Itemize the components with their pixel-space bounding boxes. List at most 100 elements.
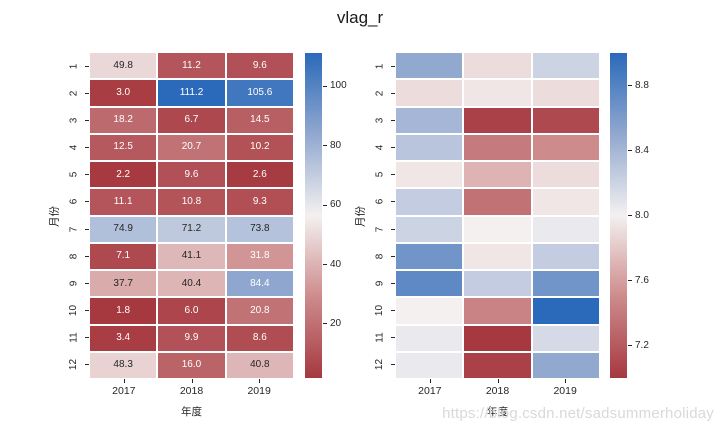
colorbar-tick-mark: [323, 204, 327, 206]
heatmap-cell: [396, 162, 463, 188]
cell-value-annotation: 105.6: [247, 86, 273, 98]
y-tick-mark: [85, 201, 89, 203]
left-heatmap-grid: 49.8 11.2 9.6 3.0 111.2 105.6 18.2 6.7 14.5 12.5 2…: [90, 53, 293, 378]
heatmap-cell: [464, 53, 531, 79]
colorbar-tick-label: 8.0: [635, 209, 649, 221]
cell-value-annotation: 16.0: [181, 359, 202, 371]
y-tick-label: 9: [68, 280, 80, 286]
cell-value-annotation: 18.2: [113, 114, 133, 126]
colorbar-tick-mark: [323, 323, 327, 325]
y-tick-label: 7: [374, 226, 386, 232]
heatmap-cell: [396, 352, 463, 378]
x-tick-mark: [565, 379, 567, 383]
y-tick-label: 11: [68, 332, 80, 343]
heatmap-cell: [396, 243, 463, 269]
cell-value-annotation: 41.1: [181, 250, 202, 262]
y-tick-label: 8: [68, 253, 80, 259]
heatmap-cell: [464, 352, 531, 378]
cell-value-annotation: 71.2: [181, 223, 202, 235]
heatmap-cell: 11.2: [158, 53, 225, 79]
colorbar-tick-label: 40: [330, 258, 342, 270]
heatmap-cell: 73.8: [226, 216, 293, 242]
y-tick-mark: [85, 309, 89, 311]
heatmap-cell: [464, 243, 531, 269]
figure-title: vlag_r: [336, 8, 384, 27]
y-tick-mark: [391, 255, 395, 257]
y-tick-label: 9: [374, 280, 386, 286]
x-tick-label: 2018: [485, 385, 510, 397]
colorbar-tick-label: 80: [330, 139, 342, 151]
heatmap-cell: 7.1: [90, 243, 157, 269]
y-tick-label: 3: [68, 117, 80, 124]
cell-value-annotation: 6.0: [184, 304, 199, 316]
cell-value-annotation: 49.8: [113, 59, 133, 71]
cell-value-annotation: 1.8: [116, 304, 131, 316]
y-tick-mark: [85, 174, 89, 176]
heatmap-cell: 10.8: [158, 189, 225, 215]
y-tick-mark: [391, 174, 395, 176]
heatmap-cell: 84.4: [226, 271, 293, 297]
colorbar-tick-mark: [628, 215, 632, 216]
cell-value-annotation: 8.6: [252, 332, 267, 344]
x-tick-label: 2018: [179, 385, 204, 397]
heatmap-cell: 1.8: [90, 298, 157, 324]
heatmap-cell: 6.0: [158, 298, 225, 324]
heatmap-cell: [464, 80, 531, 106]
colorbar-tick-label: 100: [330, 80, 347, 92]
y-tick-mark: [391, 363, 395, 365]
heatmap-cell: [464, 107, 531, 133]
cell-value-annotation: 11.1: [113, 195, 133, 207]
x-tick-mark: [191, 379, 193, 383]
y-tick-mark: [391, 282, 395, 284]
heatmap-cell: 41.1: [158, 243, 225, 269]
cell-value-annotation: 20.7: [181, 141, 202, 153]
colorbar-tick-mark: [628, 345, 632, 346]
y-tick-label: 5: [374, 172, 386, 178]
cell-value-annotation: 2.6: [252, 168, 267, 180]
cell-value-annotation: 37.7: [113, 277, 133, 289]
colorbar-tick-label: 8.4: [635, 144, 649, 156]
cell-value-annotation: 74.9: [113, 223, 133, 235]
y-tick-label: 6: [374, 199, 386, 205]
colorbar-tick-mark: [628, 85, 632, 86]
cell-value-annotation: 14.5: [250, 114, 270, 126]
y-tick-label: 12: [68, 358, 80, 370]
heatmap-cell: 20.7: [158, 134, 225, 160]
colorbar-tick-mark: [323, 85, 327, 87]
heatmap-cell: [532, 107, 599, 133]
heatmap-cell: [396, 189, 463, 215]
heatmap-cell: 18.2: [90, 107, 157, 133]
y-tick-label: 10: [68, 304, 80, 316]
x-tick-mark: [123, 379, 125, 383]
watermark: https://blog.csdn.net/sadsummerholiday: [442, 405, 714, 422]
y-tick-mark: [85, 336, 89, 338]
y-tick-label: 5: [68, 172, 80, 178]
cell-value-annotation: 9.9: [184, 332, 199, 344]
heatmap-cell: 2.2: [90, 162, 157, 188]
heatmap-cell: [396, 325, 463, 351]
heatmap-cell: 71.2: [158, 216, 225, 242]
heatmap-cell: [464, 134, 531, 160]
heatmap-cell: [464, 162, 531, 188]
cell-value-annotation: 40.8: [250, 359, 270, 371]
heatmap-cell: [532, 80, 599, 106]
heatmap-cell: [396, 271, 463, 297]
y-tick-mark: [85, 147, 89, 149]
x-tick-mark: [497, 379, 499, 383]
y-tick-mark: [391, 201, 395, 203]
colorbar-tick-mark: [323, 264, 327, 266]
heatmap-cell: [532, 189, 599, 215]
heatmap-cell: 14.5: [226, 107, 293, 133]
left-y-axis-label: 月份: [48, 205, 61, 227]
colorbar-tick-label: 7.2: [635, 339, 649, 351]
cell-value-annotation: 3.4: [116, 332, 131, 344]
heatmap-cell: 6.7: [158, 107, 225, 133]
heatmap-cell: [532, 53, 599, 79]
y-tick-mark: [85, 363, 89, 365]
y-tick-label: 6: [68, 199, 80, 205]
cell-value-annotation: 2.2: [116, 168, 131, 180]
heatmap-cell: 10.2: [226, 134, 293, 160]
heatmap-cell: 37.7: [90, 271, 157, 297]
y-tick-label: 1: [374, 63, 386, 70]
cell-value-annotation: 3.0: [116, 86, 131, 98]
